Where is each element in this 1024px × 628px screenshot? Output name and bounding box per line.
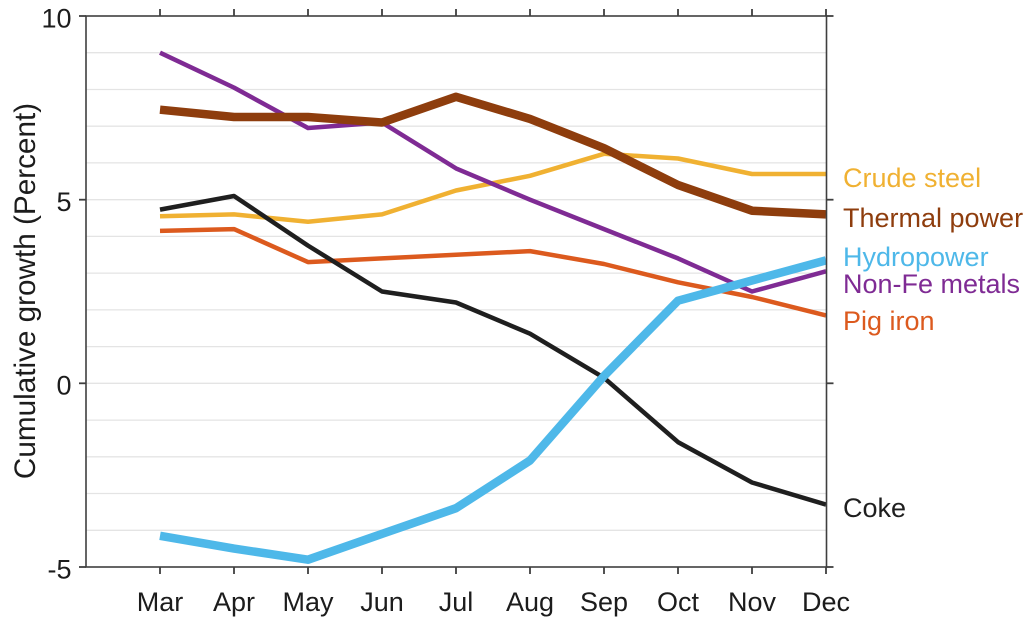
svg-text:Sep: Sep <box>580 587 628 617</box>
svg-text:Crude steel: Crude steel <box>843 163 981 193</box>
svg-text:-5: -5 <box>47 554 71 584</box>
svg-text:Mar: Mar <box>137 587 184 617</box>
svg-text:May: May <box>282 587 334 617</box>
svg-text:Cumulative growth (Percent): Cumulative growth (Percent) <box>9 103 42 479</box>
svg-text:Non-Fe metals: Non-Fe metals <box>843 269 1020 299</box>
svg-text:Hydropower: Hydropower <box>843 242 989 272</box>
svg-text:Oct: Oct <box>657 587 700 617</box>
svg-text:Coke: Coke <box>843 493 906 523</box>
svg-text:10: 10 <box>41 3 71 33</box>
svg-text:Jun: Jun <box>360 587 404 617</box>
svg-text:Jul: Jul <box>439 587 474 617</box>
svg-text:Nov: Nov <box>728 587 777 617</box>
svg-text:Aug: Aug <box>506 587 554 617</box>
svg-text:Pig iron: Pig iron <box>843 306 935 336</box>
svg-text:5: 5 <box>56 187 71 217</box>
svg-text:Apr: Apr <box>213 587 255 617</box>
svg-text:0: 0 <box>56 371 71 401</box>
svg-text:Dec: Dec <box>802 587 850 617</box>
svg-text:Thermal power: Thermal power <box>843 203 1023 233</box>
